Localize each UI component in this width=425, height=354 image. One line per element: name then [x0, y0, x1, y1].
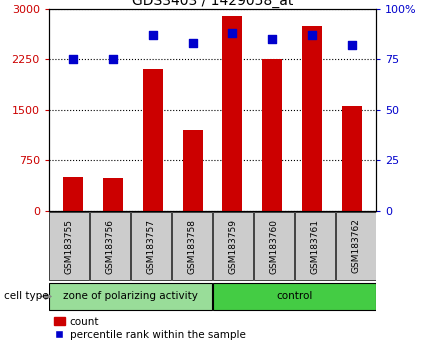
Text: GSM183762: GSM183762	[351, 218, 360, 274]
Text: GSM183756: GSM183756	[106, 218, 115, 274]
Bar	[213, 212, 253, 280]
Text: GSM183761: GSM183761	[310, 218, 319, 274]
Text: GSM183757: GSM183757	[147, 218, 156, 274]
Point	[349, 42, 356, 48]
Point	[69, 57, 76, 62]
Point	[149, 32, 156, 38]
Bar	[295, 212, 335, 280]
Point	[269, 36, 276, 42]
Point	[109, 57, 116, 62]
Bar	[63, 177, 83, 211]
Bar	[90, 212, 130, 280]
Text: GSM183755: GSM183755	[65, 218, 74, 274]
Bar	[222, 16, 242, 211]
Text: control: control	[276, 291, 312, 302]
Bar	[49, 212, 89, 280]
Bar	[254, 212, 294, 280]
Bar	[49, 283, 212, 310]
Point	[309, 32, 316, 38]
Bar	[172, 212, 212, 280]
Text: zone of polarizing activity: zone of polarizing activity	[63, 291, 198, 302]
Text: GSM183758: GSM183758	[187, 218, 196, 274]
Bar	[342, 106, 362, 211]
Bar	[336, 212, 376, 280]
Text: GSM183760: GSM183760	[269, 218, 278, 274]
Bar	[103, 178, 123, 211]
Point	[229, 30, 236, 36]
Title: GDS3403 / 1429058_at: GDS3403 / 1429058_at	[132, 0, 293, 8]
Text: GSM183759: GSM183759	[229, 218, 238, 274]
Bar	[213, 283, 376, 310]
Legend: count, percentile rank within the sample: count, percentile rank within the sample	[54, 317, 246, 340]
Bar	[183, 130, 203, 211]
Bar	[143, 69, 163, 211]
Point	[189, 40, 196, 46]
Bar	[131, 212, 171, 280]
Bar	[302, 26, 322, 211]
Text: cell type: cell type	[4, 291, 49, 302]
Bar	[262, 59, 282, 211]
